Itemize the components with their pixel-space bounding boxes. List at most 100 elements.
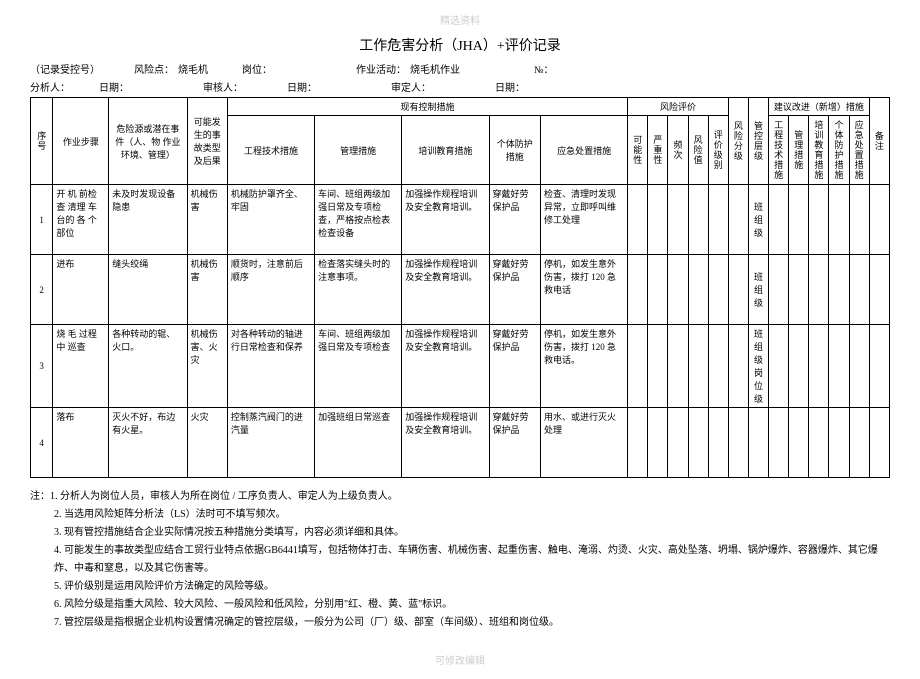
table-cell: 班组级 (748, 255, 768, 325)
table-cell (668, 185, 688, 255)
table-cell (728, 185, 748, 255)
table-cell (769, 408, 789, 478)
header-row-2: 分析人： 日期： 审核人： 日期： 审定人： 日期： (30, 79, 890, 94)
table-row: 2进布缝头绞绳机械伤害顺货时，注意前后顺序检查落实缝头时的注意事项。加强操作规程… (31, 255, 890, 325)
table-cell: 灭火不好，布边有火星。 (109, 408, 187, 478)
table-cell: 火灾 (187, 408, 227, 478)
table-cell: 穿戴好劳保护品 (489, 325, 540, 408)
table-cell (648, 325, 668, 408)
th-emergency: 应急处置措施 (540, 116, 627, 185)
table-cell: 1 (31, 185, 53, 255)
table-cell: 检查落实缝头时的注意事项。 (315, 255, 402, 325)
table-cell (789, 325, 809, 408)
analyst-label: 分析人： (30, 79, 95, 94)
table-cell (789, 408, 809, 478)
table-cell: 3 (31, 325, 53, 408)
note-5: 5. 评价级别是运用风险评价方法确定的风险等级。 (30, 578, 890, 596)
th-risk-eval: 风险评价 (628, 98, 729, 116)
table-cell (648, 408, 668, 478)
table-cell (829, 185, 849, 255)
table-cell: 班组级 (748, 185, 768, 255)
th-s-training: 培训教育措施 (809, 116, 829, 185)
reviewer-label: 审核人： (203, 79, 283, 94)
table-cell: 各种转动的辊、火口。 (109, 325, 187, 408)
th-eval-level: 评价级别 (708, 116, 728, 185)
table-cell (869, 408, 889, 478)
table-cell: 机械伤害 (187, 185, 227, 255)
table-cell (789, 255, 809, 325)
table-cell: 用水、或进行灭火处理 (540, 408, 627, 478)
table-cell (829, 325, 849, 408)
th-existing-controls: 现有控制措施 (227, 98, 627, 116)
activity-label: 作业活动： (356, 61, 406, 76)
table-cell (849, 408, 869, 478)
th-event: 可能发生的事故类型及后果 (187, 98, 227, 185)
th-s-emergency: 应急处置措施 (849, 116, 869, 185)
table-cell (809, 408, 829, 478)
table-cell (628, 325, 648, 408)
table-cell: 机械伤害、火灾 (187, 325, 227, 408)
th-possibility: 可能性 (628, 116, 648, 185)
th-frequency: 频次 (668, 116, 688, 185)
table-cell: 加强操作规程培训及安全教育培训。 (402, 255, 489, 325)
table-cell: 未及时发现设备隐患 (109, 185, 187, 255)
table-cell (668, 255, 688, 325)
table-cell (869, 325, 889, 408)
table-cell (849, 185, 869, 255)
th-step: 作业步骤 (53, 98, 109, 185)
table-cell (809, 255, 829, 325)
table-cell (748, 408, 768, 478)
note-2: 2. 当选用风险矩阵分析法（LS）法时可不填写频次。 (30, 506, 890, 524)
table-cell (688, 325, 708, 408)
table-cell (829, 255, 849, 325)
note-6: 6. 风险分级是指重大风险、较大风险、一般风险和低风险，分别用"红、橙、黄、蓝"… (30, 596, 890, 614)
table-cell: 4 (31, 408, 53, 478)
table-cell (869, 185, 889, 255)
th-s-ppe: 个体防护措施 (829, 116, 849, 185)
header-row-1: （记录受控号） 风险点： 烧毛机 岗位： 作业活动： 烧毛机作业 №： (30, 61, 890, 76)
table-row: 1开 机 前检 查 清理 车 台的 各 个部位未及时发现设备隐患机械伤害机械防护… (31, 185, 890, 255)
table-cell (668, 325, 688, 408)
table-cell: 停机，如发生意外伤害，拨打 120 急救电话 (540, 255, 627, 325)
table-cell: 停机，如发生意外伤害，拨打 120 急救电话。 (540, 325, 627, 408)
table-cell: 加强操作规程培训及安全教育培训。 (402, 408, 489, 478)
table-cell: 顺货时，注意前后顺序 (227, 255, 314, 325)
th-eng: 工程技术措施 (227, 116, 314, 185)
table-cell: 穿戴好劳保护品 (489, 185, 540, 255)
table-cell (728, 325, 748, 408)
activity-value: 烧毛机作业 (410, 61, 530, 76)
table-cell (728, 408, 748, 478)
note-7: 7. 管控层级是指根据企业机构设置情况确定的管控层级，一般分为公司（厂）级、部室… (30, 614, 890, 632)
th-hazard: 危险源或潜在事件（人、物 作业环境、管理） (109, 98, 187, 185)
table-cell (769, 325, 789, 408)
notes-section: 注：1. 分析人为岗位人员，审核人为所在岗位 / 工序负责人、审定人为上级负责人… (30, 488, 890, 632)
table-cell (688, 185, 708, 255)
table-cell (648, 255, 668, 325)
th-mgmt: 管理措施 (315, 116, 402, 185)
table-cell (628, 408, 648, 478)
table-cell: 机械伤害 (187, 255, 227, 325)
th-s-eng: 工程技术措施 (769, 116, 789, 185)
th-control-level: 管控层级 (748, 98, 768, 185)
table-cell (789, 185, 809, 255)
table-cell: 检查、清理时发现异常，立即呼叫维修工处理 (540, 185, 627, 255)
table-cell: 烧 毛 过程 中 巡查 (53, 325, 109, 408)
watermark-bottom: 可修改编辑 (30, 652, 890, 667)
note-1: 1. 分析人为岗位人员，审核人为所在岗位 / 工序负责人、审定人为上级负责人。 (50, 491, 398, 502)
th-risk-value: 风险值 (688, 116, 708, 185)
th-s-mgmt: 管理措施 (789, 116, 809, 185)
table-cell (809, 325, 829, 408)
table-cell (849, 255, 869, 325)
table-cell: 开 机 前检 查 清理 车 台的 各 个部位 (53, 185, 109, 255)
notes-label: 注： (30, 491, 50, 502)
record-no-label: （记录受控号） (30, 61, 130, 76)
table-cell: 车间、班组两级加强日常及专项检查，严格按点检表检查设备 (315, 185, 402, 255)
table-cell (849, 325, 869, 408)
approver-label: 审定人： (391, 79, 491, 94)
table-cell (688, 408, 708, 478)
table-cell: 加强班组日常巡查 (315, 408, 402, 478)
table-cell: 班组级 岗位级 (748, 325, 768, 408)
page-title: 工作危害分析（JHA）+评价记录 (30, 35, 890, 55)
table-cell (648, 185, 668, 255)
table-cell (869, 255, 889, 325)
